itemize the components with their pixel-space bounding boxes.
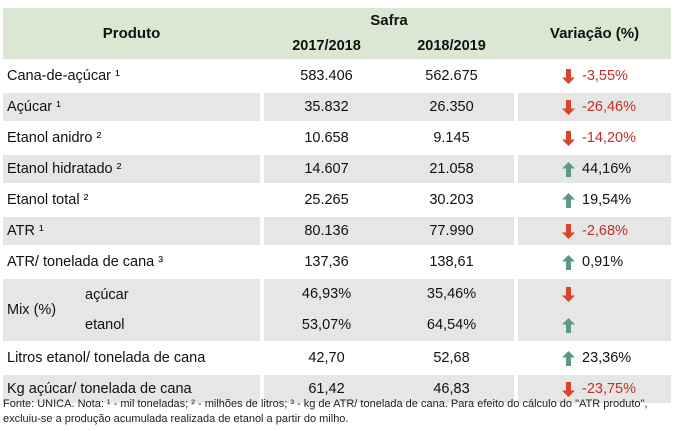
product-label: Açúcar ¹ xyxy=(3,93,260,121)
value-2017-2018: 80.136 xyxy=(264,217,389,245)
value-2017-2018: 42,70 xyxy=(264,344,389,372)
mix-label: Mix (%) xyxy=(7,302,57,318)
variation-value: -26,46% xyxy=(582,99,637,115)
variation-value: 0,91% xyxy=(582,254,624,270)
footnote: Fonte: UNICA. Nota: ¹ - mil toneladas; ²… xyxy=(3,398,648,425)
mix-variation xyxy=(518,279,671,341)
variation-cell: 0,91% xyxy=(518,248,671,276)
product-label: Etanol hidratado ² xyxy=(3,155,260,183)
table-row: Etanol hidratado ² 14.607 21.058 44,16% xyxy=(3,155,671,183)
arrow-down-icon xyxy=(562,287,575,302)
mix-label-cell: Mix (%) açúcar etanol xyxy=(3,279,260,341)
table-row: ATR ¹ 80.136 77.990 -2,68% xyxy=(3,217,671,245)
variation-value: 44,16% xyxy=(582,161,632,177)
value-2018-2019: 21.058 xyxy=(389,155,514,183)
arrow-up-icon xyxy=(562,350,575,366)
arrow-up-icon xyxy=(562,254,575,270)
value-2018-2019: 30.203 xyxy=(389,186,514,214)
mix-row: Mix (%) açúcar etanol 46,93% 53,07% 35,46% 64,… xyxy=(3,279,671,341)
arrow-down-icon xyxy=(562,99,575,115)
variation-cell: -3,55% xyxy=(518,62,671,90)
header-year-2: 2018/2019 xyxy=(417,38,486,54)
arrow-down-icon xyxy=(562,381,575,397)
value-2017-2018: 583.406 xyxy=(264,62,389,90)
table-row: Etanol anidro ² 10.658 9.145 -14,20% xyxy=(3,124,671,152)
arrow-down-icon xyxy=(562,223,575,239)
variation-value: -23,75% xyxy=(582,381,637,397)
value-2018-2019: 9.145 xyxy=(389,124,514,152)
header-safra-title: Safra xyxy=(370,12,408,29)
value-2017-2018: 61,42 xyxy=(264,375,389,403)
mix-sub-etanol: etanol xyxy=(85,317,125,333)
arrow-up-icon xyxy=(562,192,575,208)
mix-2017-2018: 46,93% 53,07% xyxy=(264,279,389,341)
variation-cell: 23,36% xyxy=(518,344,671,372)
value-2018-2019: 26.350 xyxy=(389,93,514,121)
variation-value: 23,36% xyxy=(582,350,632,366)
product-label: ATR/ tonelada de cana ³ xyxy=(3,248,260,276)
safra-table: Produto Safra 2017/2018 2018/2019 Variaç… xyxy=(3,5,671,406)
value-2018-2019: 46,83 xyxy=(389,375,514,403)
value-2018-2019: 138,61 xyxy=(389,248,514,276)
product-label: Cana-de-açúcar ¹ xyxy=(3,62,260,90)
table-row: Litros etanol/ tonelada de cana 42,70 52,6… xyxy=(3,344,671,372)
variation-value: -14,20% xyxy=(582,130,637,146)
variation-cell: -2,68% xyxy=(518,217,671,245)
table-row: Açúcar ¹ 35.832 26.350 -26,46% xyxy=(3,93,671,121)
variation-value: 19,54% xyxy=(582,192,632,208)
table-row: ATR/ tonelada de cana ³ 137,36 138,61 0,91% xyxy=(3,248,671,276)
variation-cell: -26,46% xyxy=(518,93,671,121)
arrow-up-icon xyxy=(562,161,575,177)
mix-etanol-2018-2019: 64,54% xyxy=(426,317,477,333)
variation-cell: 19,54% xyxy=(518,186,671,214)
value-2018-2019: 562.675 xyxy=(389,62,514,90)
arrow-up-icon xyxy=(562,318,575,333)
mix-acucar-2018-2019: 35,46% xyxy=(426,286,477,302)
header-safra: Safra 2017/2018 2018/2019 xyxy=(264,8,514,59)
variation-value: -2,68% xyxy=(582,223,628,239)
variation-cell: 44,16% xyxy=(518,155,671,183)
table-row: Cana-de-açúcar ¹ 583.406 562.675 -3,55% xyxy=(3,62,671,90)
value-2018-2019: 52,68 xyxy=(389,344,514,372)
value-2017-2018: 137,36 xyxy=(264,248,389,276)
product-label: Litros etanol/ tonelada de cana xyxy=(3,344,260,372)
header-produto: Produto xyxy=(3,8,260,59)
value-2017-2018: 14.607 xyxy=(264,155,389,183)
product-label: ATR ¹ xyxy=(3,217,260,245)
value-2018-2019: 77.990 xyxy=(389,217,514,245)
header-year-1: 2017/2018 xyxy=(292,38,361,54)
table-row: Etanol total ² 25.265 30.203 19,54% xyxy=(3,186,671,214)
mix-sub-acucar: açúcar xyxy=(85,287,129,303)
product-label: Kg açúcar/ tonelada de cana xyxy=(3,375,260,403)
mix-2018-2019: 35,46% 64,54% xyxy=(389,279,514,341)
variation-cell: -23,75% xyxy=(518,375,671,403)
product-label: Etanol anidro ² xyxy=(3,124,260,152)
header-row: Produto Safra 2017/2018 2018/2019 Variaç… xyxy=(3,8,671,59)
variation-cell: -14,20% xyxy=(518,124,671,152)
product-label: Etanol total ² xyxy=(3,186,260,214)
table-row: Kg açúcar/ tonelada de cana 61,42 46,83 -23… xyxy=(3,375,671,403)
value-2017-2018: 25.265 xyxy=(264,186,389,214)
header-variacao: Variação (%) xyxy=(518,8,671,59)
mix-acucar-2017-2018: 46,93% xyxy=(301,286,352,302)
value-2017-2018: 35.832 xyxy=(264,93,389,121)
arrow-down-icon xyxy=(562,68,575,84)
value-2017-2018: 10.658 xyxy=(264,124,389,152)
mix-etanol-2017-2018: 53,07% xyxy=(301,317,352,333)
arrow-down-icon xyxy=(562,130,575,146)
variation-value: -3,55% xyxy=(582,68,628,84)
